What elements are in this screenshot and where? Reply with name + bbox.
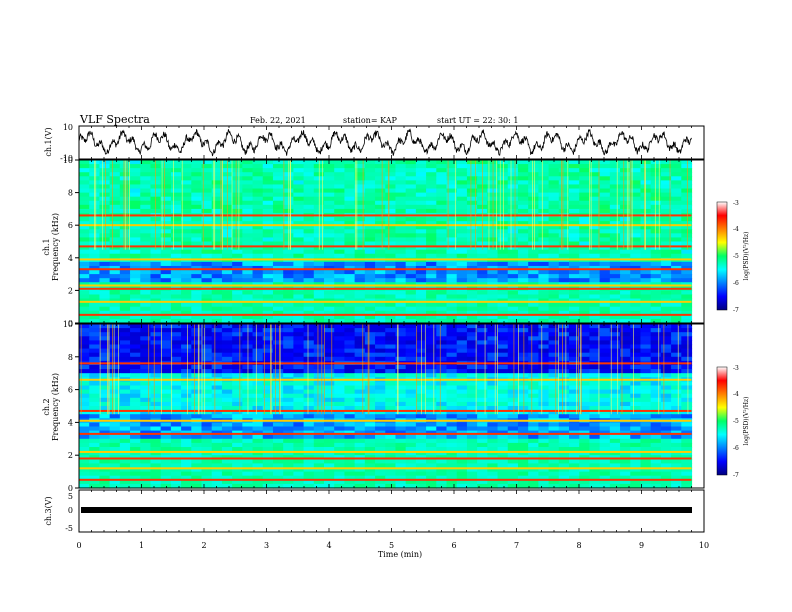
xtick-label: 6 — [451, 541, 456, 550]
ch3-wave-panel: 5 0 -5 ch.3(V) — [44, 489, 705, 533]
cb1-tick-4: -7 — [733, 307, 739, 314]
xtick-label: 0 — [76, 541, 81, 550]
xtick-label: 9 — [639, 541, 644, 550]
spectral-band — [79, 450, 692, 453]
spectral-band — [79, 432, 692, 435]
spectral-band — [79, 419, 692, 422]
ytick-label: 4 — [68, 254, 73, 263]
cb1-label: log(PSD)(V²/Hz) — [743, 232, 750, 281]
spectral-band — [79, 457, 692, 460]
time-axis-label: Time (min) — [378, 550, 422, 559]
spectral-band — [79, 467, 692, 470]
ch1-ytick-bottom: -10 — [60, 154, 73, 163]
xtick-label: 8 — [576, 541, 581, 550]
start-ut-label: start UT = 22: 30: 1 — [437, 116, 518, 125]
spectral-band — [79, 378, 692, 381]
spectral-band — [79, 287, 692, 290]
spectral-band — [79, 300, 692, 303]
xtick-label: 5 — [389, 541, 394, 550]
spectral-band — [79, 214, 692, 217]
cb1-tick-0: -3 — [733, 200, 739, 207]
spectral-band — [79, 409, 692, 412]
xtick-label: 10 — [699, 541, 709, 550]
station-label: station= KAP — [343, 116, 398, 125]
spectral-band — [79, 478, 692, 481]
ch1-spec-ylabel-line2: Frequency (kHz) — [51, 213, 60, 281]
cb2-tick-2: -5 — [733, 418, 739, 425]
time-axis: 0 1 2 3 4 5 6 7 8 9 10 — [76, 126, 709, 550]
spectral-band — [79, 362, 692, 365]
ytick-label: 8 — [68, 189, 73, 198]
cb1-tick-1: -4 — [733, 226, 739, 233]
ch1-wave-series — [79, 128, 692, 157]
spectral-band — [79, 284, 692, 287]
cb2-tick-4: -7 — [733, 472, 739, 479]
ytick-label: 10 — [63, 156, 73, 165]
ch1-colorbar: -3 -4 -5 -6 -7 log(PSD)(V²/Hz) — [716, 200, 750, 314]
spectral-band — [79, 268, 692, 271]
ch1-wave-ylabel: ch.1(V) — [44, 127, 53, 156]
cb1-tick-2: -5 — [733, 253, 739, 260]
ch2-colorbar: -3 -4 -5 -6 -7 log(PSD)(V²/Hz) — [716, 365, 750, 479]
ytick-label: 10 — [63, 320, 73, 329]
spectral-band — [79, 245, 692, 248]
ch3-wave-ylabel: ch.3(V) — [44, 496, 53, 525]
spectral-band — [79, 313, 692, 316]
xtick-label: 3 — [264, 541, 269, 550]
xtick-label: 4 — [326, 541, 331, 550]
ch2-spec-ylabel-line1: ch.2 — [42, 398, 51, 415]
figure-title: VLF Spectra — [79, 113, 150, 126]
xtick-label: 1 — [139, 541, 144, 550]
ch1-spec-ylabel-line1: ch.1 — [42, 238, 51, 255]
ytick-label: 4 — [68, 418, 73, 427]
ch3-wave-series — [81, 507, 692, 513]
spectral-band — [79, 258, 692, 261]
ch1-ytick-top: 10 — [63, 123, 73, 132]
cb2-tick-0: -3 — [733, 365, 739, 372]
ytick-label: 6 — [68, 221, 73, 230]
date-label: Feb. 22, 2021 — [250, 116, 306, 125]
ch3-ytick-bottom: -5 — [65, 524, 73, 533]
ch1-wave-panel: 10 -10 ch.1(V) — [44, 123, 705, 163]
ytick-label: 0 — [68, 319, 73, 328]
spectral-band — [79, 224, 692, 227]
cb1-tick-3: -6 — [733, 280, 739, 287]
cb2-tick-1: -4 — [733, 391, 739, 398]
ch1-spectrogram-panel: 0 2 4 6 8 10 ch.1 Frequency (kHz) — [42, 156, 705, 328]
cb2-tick-3: -6 — [733, 445, 739, 452]
xtick-label: 2 — [201, 541, 206, 550]
ch3-ytick-mid: 0 — [68, 506, 73, 515]
ch2-spectrogram-panel: 0 2 4 6 8 10 ch.2 Frequency (kHz) — [42, 320, 705, 493]
ytick-label: 8 — [68, 353, 73, 362]
ytick-label: 6 — [68, 386, 73, 395]
ytick-label: 2 — [68, 286, 73, 295]
ch2-spec-ylabel-line2: Frequency (kHz) — [51, 373, 60, 441]
ytick-label: 0 — [68, 484, 73, 493]
ytick-label: 2 — [68, 451, 73, 460]
ch3-ytick-top: 5 — [68, 492, 73, 501]
xtick-label: 7 — [514, 541, 519, 550]
cb2-label: log(PSD)(V²/Hz) — [743, 397, 750, 446]
